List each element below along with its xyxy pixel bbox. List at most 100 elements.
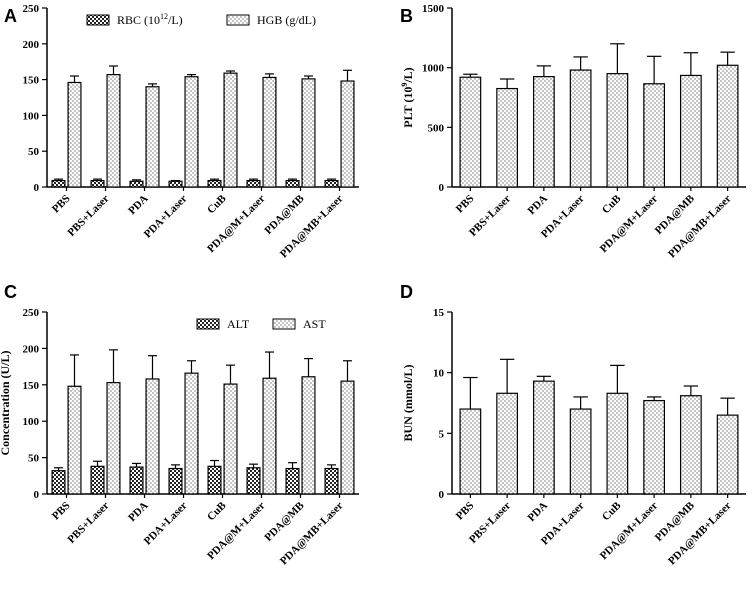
x-category-label: CuB [205,192,229,216]
bar-plt-5 [643,83,666,188]
y-axis-title-main: Concentration (U/L) [0,351,12,456]
y-axis-title: Concentration (U/L) [0,351,12,456]
panel-letter: B [400,6,413,26]
y-tick-label: 250 [23,307,40,319]
bar-hgb-g-dl--4 [223,72,238,188]
x-category-label: PBS+Laser [65,193,111,239]
bar-alt-7 [324,467,339,495]
bar-hgb-g-dl--3 [184,76,199,188]
bar-hgb-g-dl--5 [262,76,277,188]
bar-bun-6 [679,395,702,495]
y-axis-title-sup: 9 [400,83,409,87]
bar-plt-6 [679,74,702,188]
y-tick-label: 50 [28,453,40,465]
x-category-label: PDA@MB+Laser [666,193,734,261]
x-category-label: PBS [454,500,477,523]
legend-swatch [272,318,296,330]
legend-swatch [86,14,110,26]
bar-ast-7 [340,380,355,495]
bar-hgb-g-dl--6 [301,78,316,188]
bar-alt-0 [51,470,66,495]
bar-bun-1 [496,392,519,495]
x-category-label: CuB [205,499,229,523]
x-category-label: PDA [126,500,151,525]
y-tick-label: 0 [34,489,40,501]
bar-hgb-g-dl--0 [67,81,82,188]
bar-plt-0 [459,76,482,188]
bar-rbc-10-7 [324,179,339,188]
y-tick-label: 0 [439,182,445,194]
legend-entry-tail: /L) [168,13,183,27]
bar-rbc-10-6 [285,179,300,188]
y-tick-label: 200 [23,39,40,51]
legend-entry: ALT [227,317,250,331]
y-tick-label: 0 [34,182,40,194]
y-axis-title-tail: /L) [401,67,415,83]
bar-plt-7 [716,64,739,188]
bar-hgb-g-dl--2 [145,86,160,188]
bar-hgb-g-dl--7 [340,80,355,188]
x-category-label: PDA [526,193,551,218]
y-axis-title: PLT (109/L) [400,67,415,127]
bar-alt-4 [207,465,222,495]
x-category-label: PBS [454,193,477,216]
x-category-label: PBS [50,193,73,216]
legend-swatch [226,14,250,26]
y-tick-label: 1500 [422,3,445,15]
bar-alt-1 [90,465,105,495]
bar-bun-4 [606,392,629,495]
legend-entry-name: HGB (g/dL) [257,13,316,27]
bar-rbc-10-3 [168,180,183,188]
bar-plt-2 [532,76,555,188]
bar-ast-2 [145,378,160,495]
bar-rbc-10-2 [129,180,144,188]
bar-rbc-10-0 [51,179,66,188]
bar-rbc-10-5 [246,179,261,188]
bar-rbc-10-1 [90,179,105,188]
bar-ast-0 [67,385,82,495]
bar-hgb-g-dl--1 [106,73,121,188]
panel-letter: C [4,282,17,302]
x-category-label: CuB [600,499,624,523]
y-axis-title: BUN (mmol/L) [401,365,415,442]
bar-plt-4 [606,73,629,188]
x-category-label: CuB [600,192,624,216]
y-axis-title-main: PLT (10 [401,87,415,128]
bar-bun-5 [643,399,666,495]
legend-entry-name: AST [303,317,326,331]
bar-alt-6 [285,467,300,495]
bar-alt-2 [129,466,144,495]
y-tick-label: 250 [23,3,40,15]
y-tick-label: 150 [23,75,40,87]
bar-ast-1 [106,382,121,495]
legend-entry-sup: 12 [160,12,168,21]
y-tick-label: 200 [23,343,40,355]
y-tick-label: 10 [433,368,445,380]
bar-ast-3 [184,372,199,495]
y-axis-title-main: BUN (mmol/L) [401,365,415,442]
bar-bun-2 [532,380,555,495]
bar-alt-5 [246,467,261,495]
x-category-label: PBS+Laser [65,500,111,546]
x-category-label: PBS [50,500,73,523]
bar-alt-3 [168,467,183,495]
bar-bun-7 [716,414,739,495]
bar-ast-5 [262,377,277,495]
x-category-label: PDA [526,500,551,525]
y-tick-label: 0 [439,489,445,501]
bar-rbc-10-4 [207,179,222,188]
x-category-label: PDA [126,193,151,218]
y-tick-label: 1000 [422,63,445,75]
x-category-label: PDA@MB+Laser [666,500,734,568]
y-tick-label: 150 [23,380,40,392]
y-tick-label: 15 [433,307,445,319]
bar-bun-0 [459,408,482,495]
bar-bun-3 [569,408,592,495]
y-tick-label: 100 [23,416,40,428]
legend-entry: AST [303,317,326,331]
